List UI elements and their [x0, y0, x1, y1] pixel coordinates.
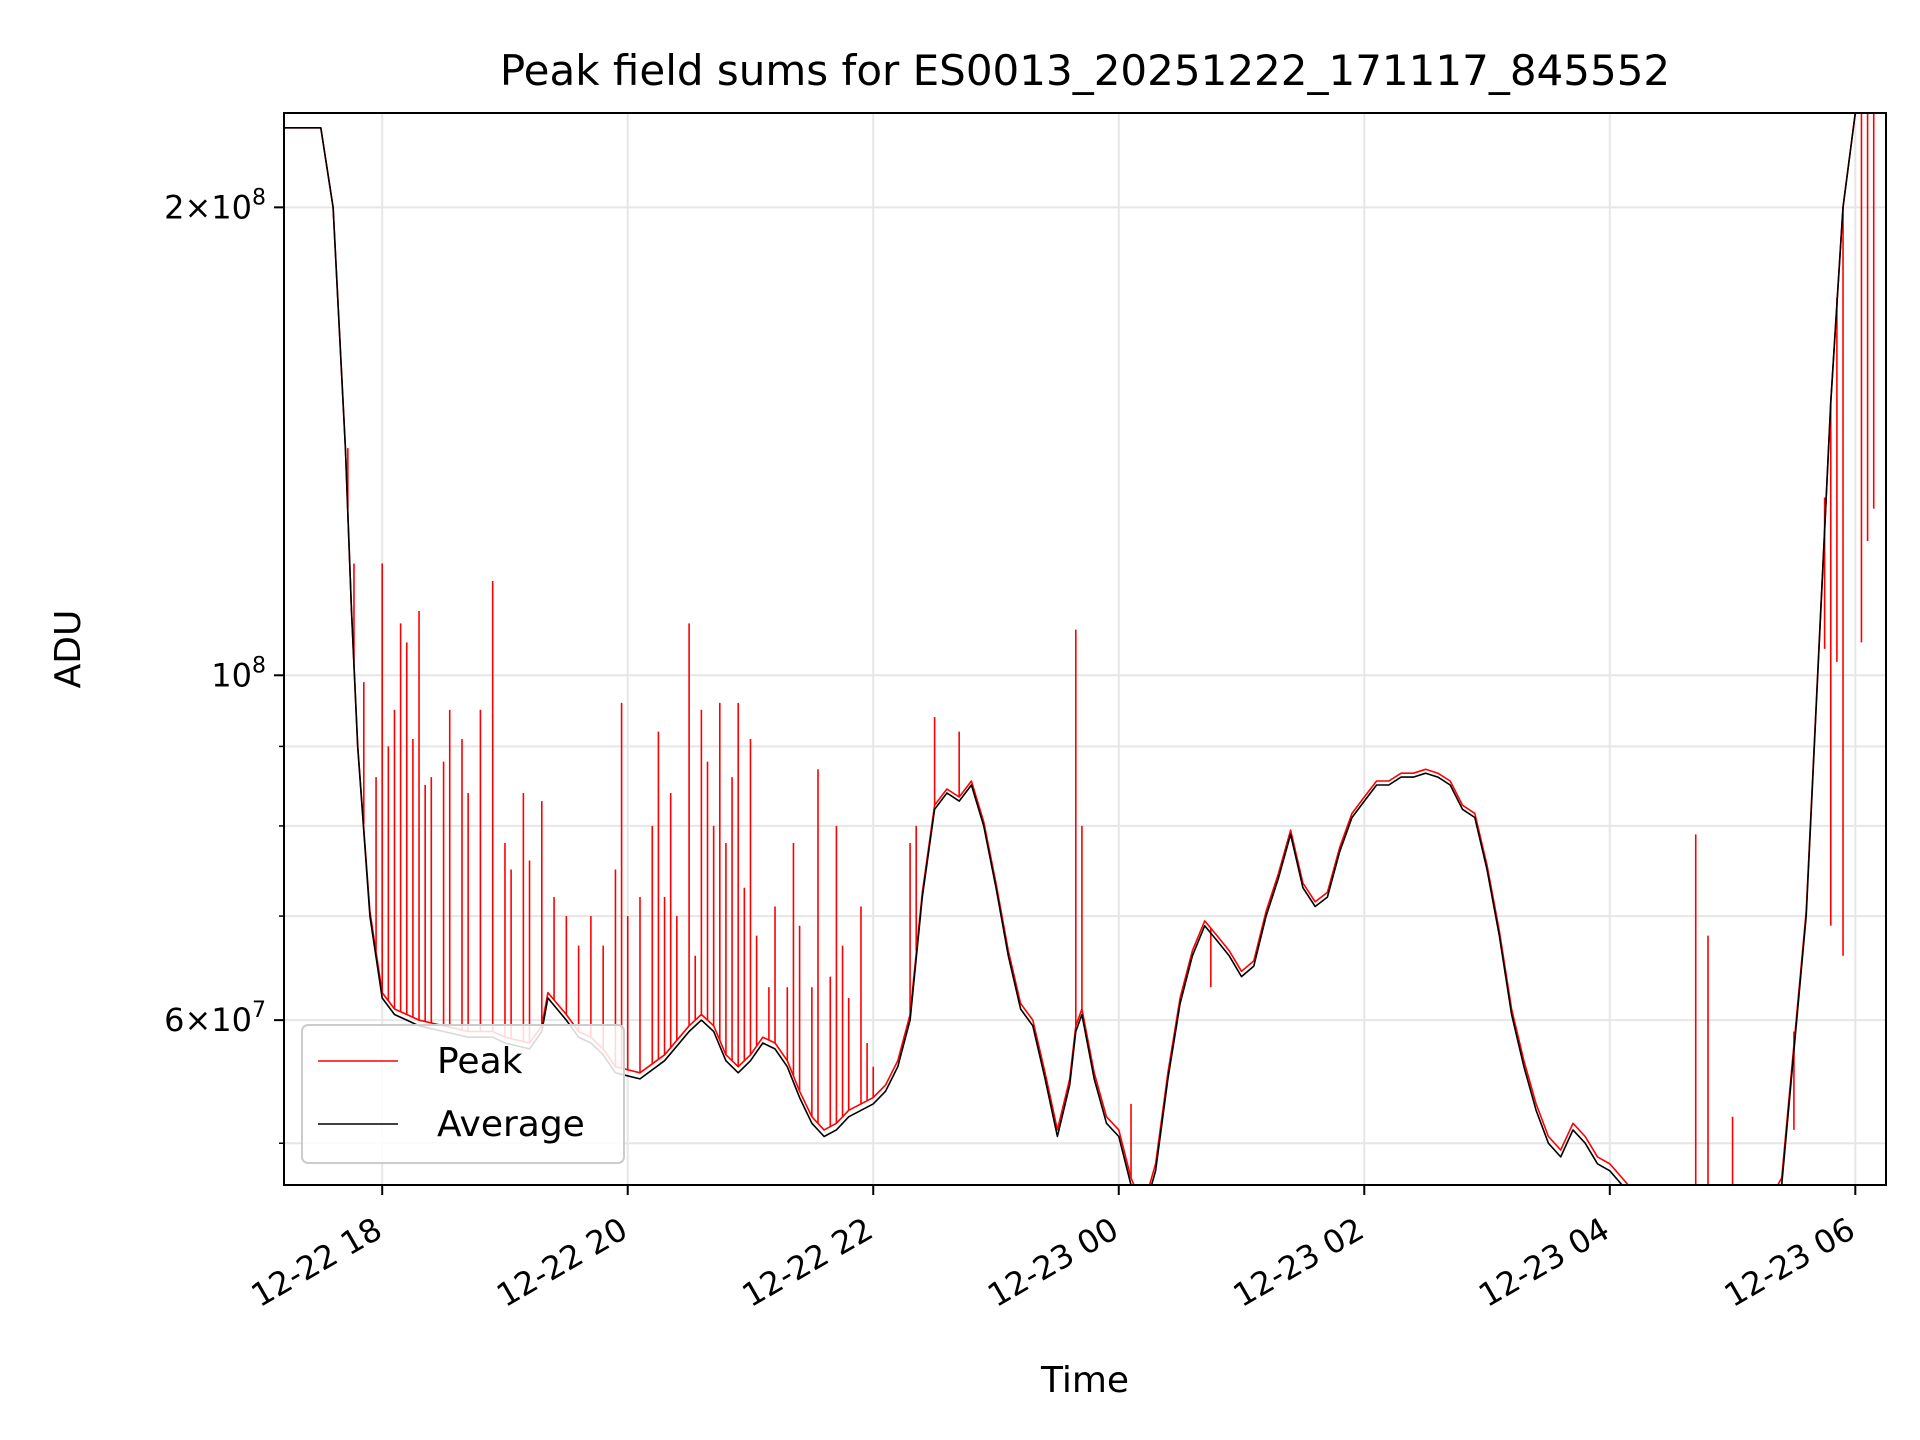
plot-area	[284, 113, 1875, 1185]
legend: Peak Average	[301, 1024, 625, 1164]
grid	[284, 113, 1886, 1185]
series-peak	[284, 113, 1875, 1185]
x-axis-title: Time	[1040, 1360, 1129, 1401]
y-tick-label: 6×107	[164, 998, 266, 1039]
y-tick-label: 2×108	[164, 185, 266, 226]
y-axis-title: ADU	[48, 610, 89, 689]
chart-title: Peak field sums for ES0013_20251222_1711…	[500, 46, 1670, 95]
legend-box	[301, 1024, 625, 1164]
plot-frame	[283, 112, 1887, 1186]
y-tick-label: 108	[211, 653, 266, 694]
legend-label-peak: Peak	[437, 1041, 523, 1082]
legend-label-average: Average	[437, 1104, 585, 1145]
